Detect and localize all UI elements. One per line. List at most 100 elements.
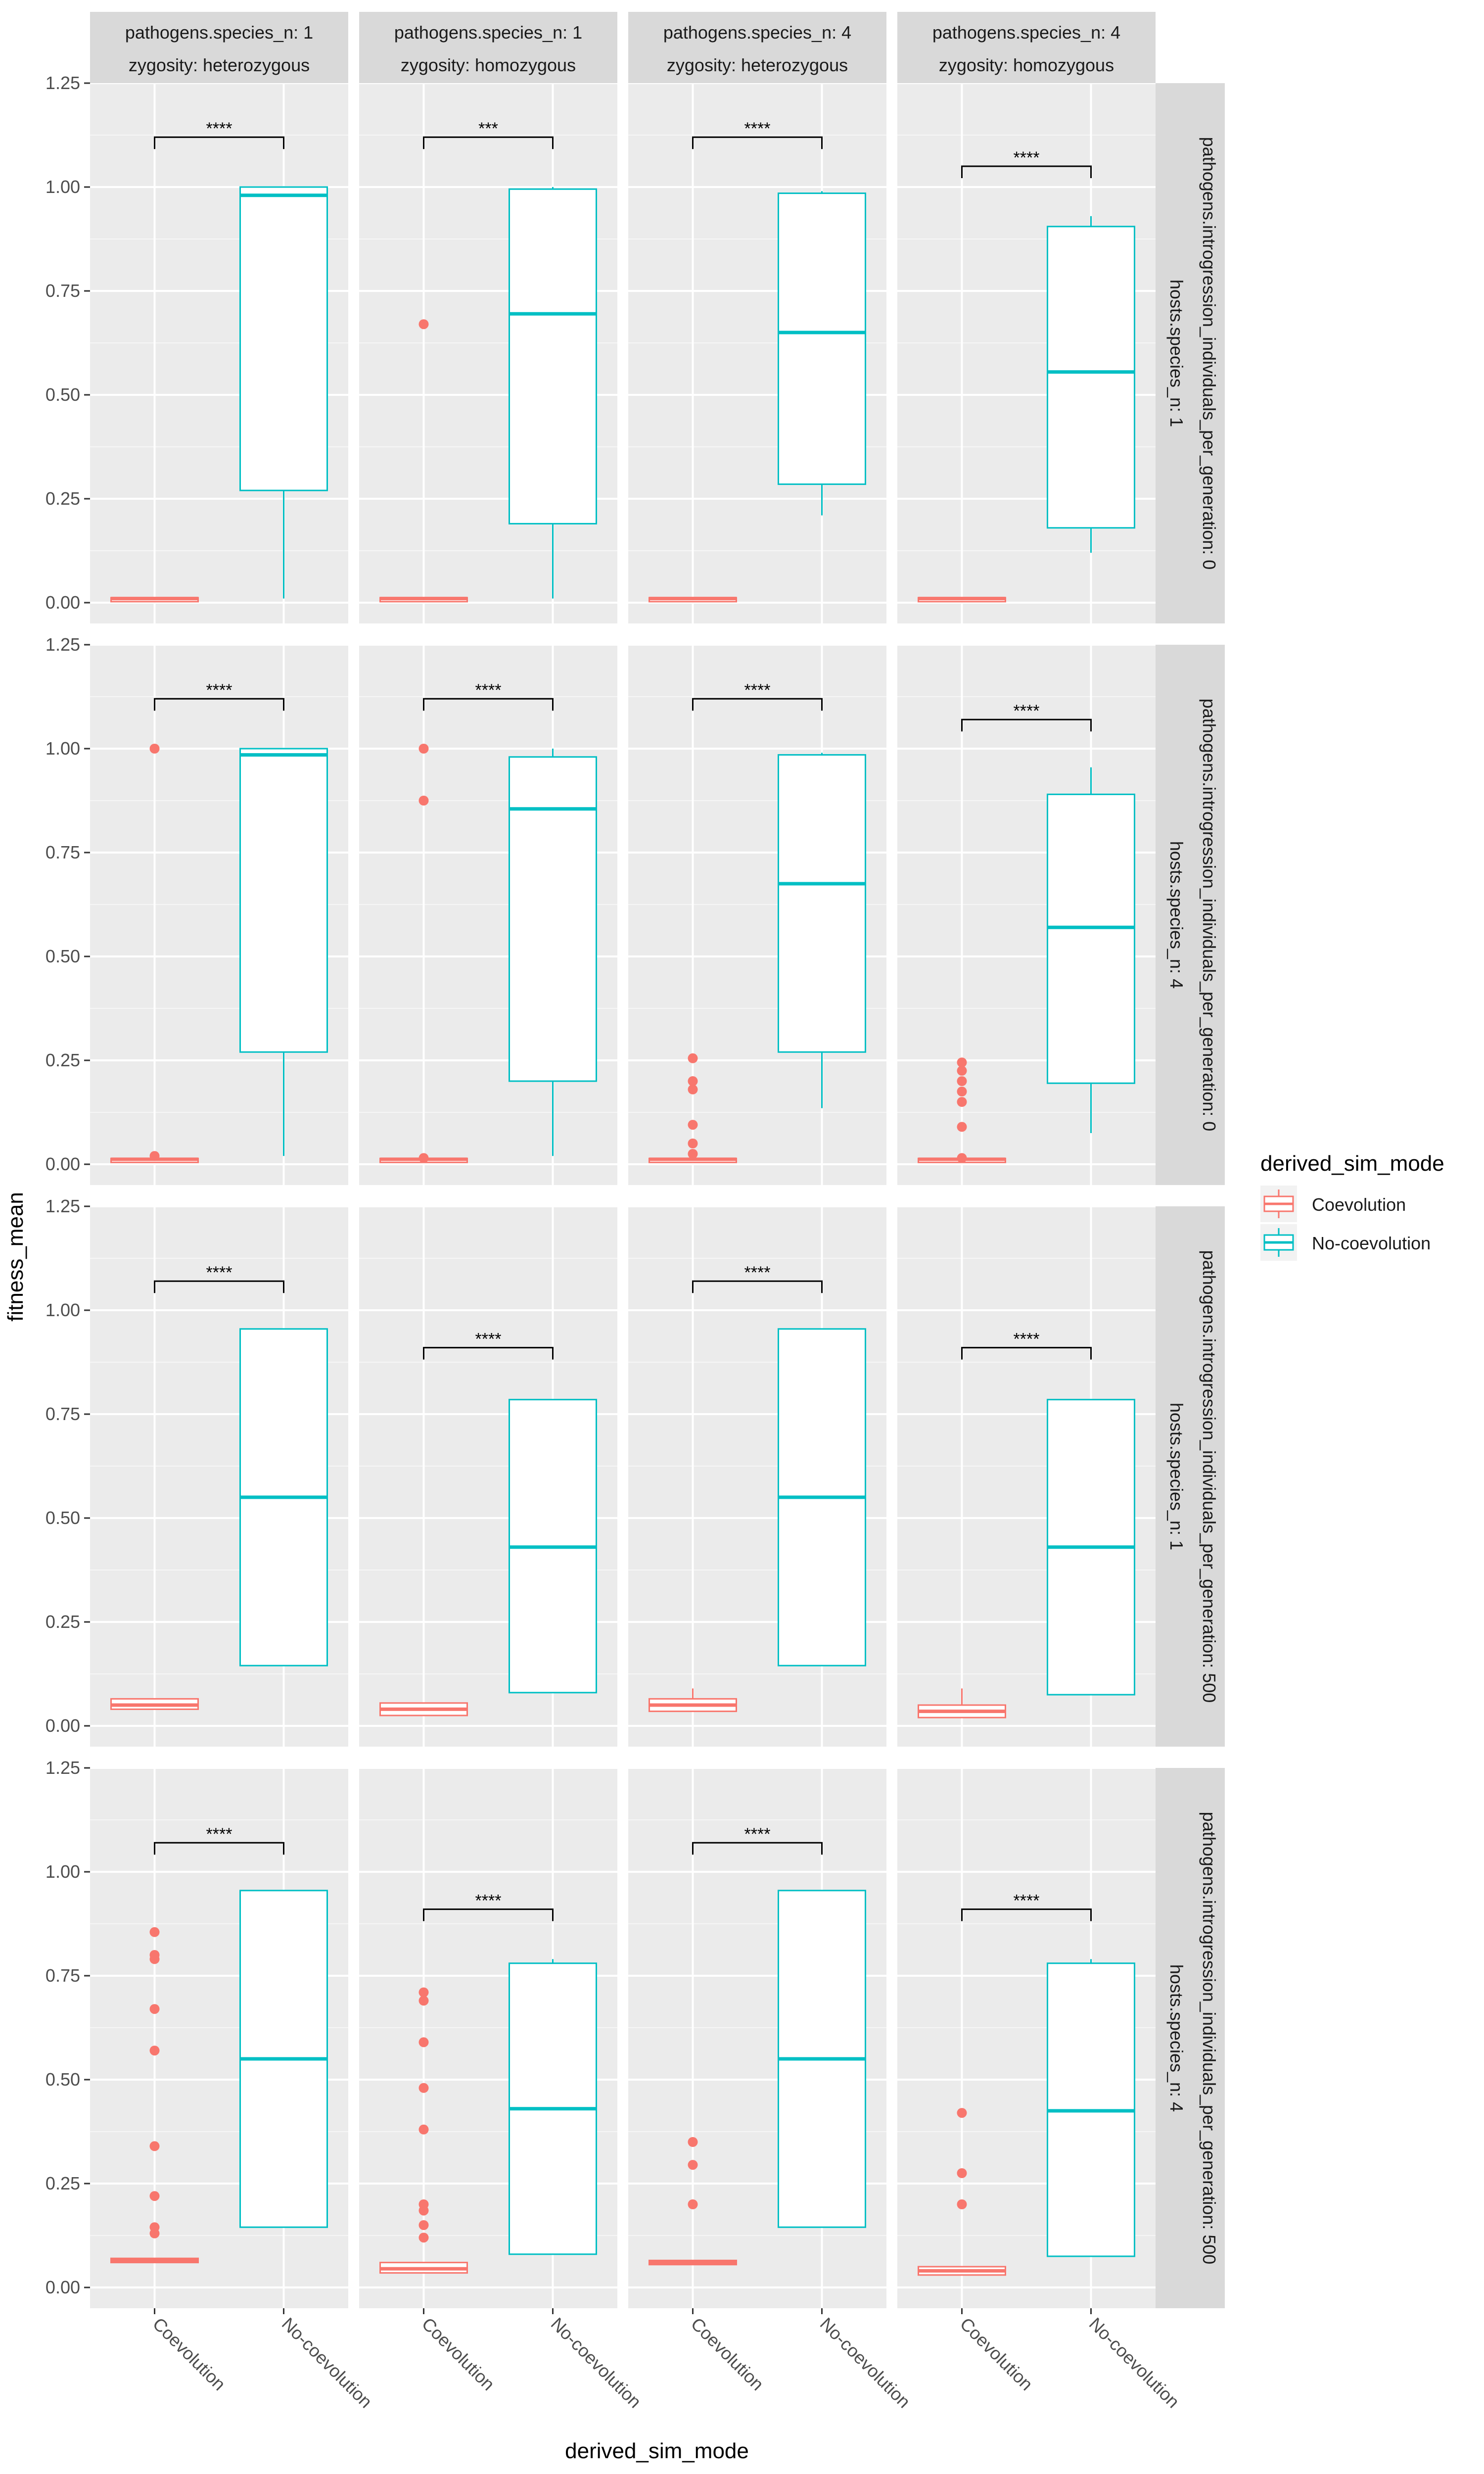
outlier-point-coevolution bbox=[418, 2124, 429, 2135]
outlier-point-coevolution bbox=[688, 1149, 698, 1159]
outlier-point-coevolution bbox=[149, 2191, 160, 2201]
column-strip-bg bbox=[359, 12, 617, 83]
facet-panel: **** bbox=[90, 82, 348, 623]
y-axis-title: fitness_mean bbox=[3, 1192, 28, 1322]
significance-bracket bbox=[692, 1842, 823, 1855]
box-no-coevolution bbox=[239, 748, 328, 1053]
y-tick-label: 1.25 bbox=[46, 1758, 80, 1778]
box-no-coevolution bbox=[778, 754, 866, 1053]
outlier-point-coevolution bbox=[149, 744, 160, 754]
row-strip-label: hosts.species_n: 1 bbox=[1166, 280, 1187, 427]
significance-label: **** bbox=[475, 1330, 502, 1349]
y-tick-label: 1.25 bbox=[46, 1196, 80, 1216]
row-strip-label: pathogens.introgression_individuals_per_… bbox=[1199, 1250, 1219, 1703]
row-strip-label: hosts.species_n: 1 bbox=[1166, 1403, 1187, 1550]
significance-bracket bbox=[154, 136, 284, 149]
facet-panel: **** bbox=[897, 82, 1156, 623]
outlier-point-coevolution bbox=[688, 2199, 698, 2209]
column-strip-label: zygosity: homozygous bbox=[939, 55, 1114, 75]
y-tick-label: 0.25 bbox=[46, 1050, 80, 1070]
y-tick-label: 0.25 bbox=[46, 2173, 80, 2193]
column-strip-label: pathogens.species_n: 4 bbox=[663, 22, 851, 43]
y-tick-label: 0.50 bbox=[46, 384, 80, 405]
outlier-point-coevolution bbox=[418, 2220, 429, 2230]
outlier-point-coevolution bbox=[688, 1053, 698, 1063]
legend-label-coevolution: Coevolution bbox=[1312, 1194, 1406, 1215]
row-strip-bg bbox=[1156, 1206, 1225, 1747]
facet-panel: **** bbox=[359, 1767, 617, 2308]
outlier-point-coevolution bbox=[149, 1151, 160, 1161]
facet-panel: **** bbox=[628, 82, 886, 623]
y-tick-label: 0.50 bbox=[46, 946, 80, 966]
row-strip-label: pathogens.introgression_individuals_per_… bbox=[1199, 137, 1219, 570]
outlier-point-coevolution bbox=[418, 2205, 429, 2216]
facet-panel: **** bbox=[90, 1205, 348, 1747]
significance-label: **** bbox=[1014, 1892, 1040, 1910]
column-strip-label: pathogens.species_n: 4 bbox=[932, 22, 1120, 43]
outlier-point-coevolution bbox=[418, 796, 429, 806]
y-tick-label: 1.00 bbox=[46, 738, 80, 759]
outlier-point-coevolution bbox=[688, 1084, 698, 1094]
facet-strips: pathogens.species_n: 1 zygosity: heterozy… bbox=[90, 12, 1225, 2308]
facet-panel: **** bbox=[897, 644, 1156, 1185]
box-no-coevolution bbox=[509, 756, 597, 1082]
significance-label: **** bbox=[206, 1263, 232, 1282]
row-strip-bg bbox=[1156, 83, 1225, 623]
row-strip-bg bbox=[1156, 1768, 1225, 2308]
outlier-point-coevolution bbox=[688, 1076, 698, 1086]
significance-label: **** bbox=[1014, 702, 1040, 720]
facet-panel: **** bbox=[628, 1205, 886, 1747]
outlier-point-coevolution bbox=[418, 744, 429, 754]
outlier-point-coevolution bbox=[957, 2108, 967, 2118]
significance-bracket bbox=[961, 165, 1092, 178]
y-tick-label: 0.75 bbox=[46, 1404, 80, 1424]
box-no-coevolution bbox=[239, 186, 328, 491]
facet-panel: **** bbox=[897, 1767, 1156, 2308]
facet-panel: **** bbox=[90, 644, 348, 1185]
row-strip-bg bbox=[1156, 645, 1225, 1185]
facet-panel: **** bbox=[359, 1205, 617, 1747]
facet-panel: **** bbox=[897, 1205, 1156, 1747]
y-tick-label: 0.25 bbox=[46, 488, 80, 509]
legend: derived_sim_mode Coevolution No-coevolut… bbox=[1260, 1151, 1444, 1261]
outlier-point-coevolution bbox=[957, 1057, 967, 1068]
legend-label-no-coevolution: No-coevolution bbox=[1312, 1233, 1431, 1253]
column-strip-label: zygosity: homozygous bbox=[401, 55, 576, 75]
outlier-point-coevolution bbox=[957, 2199, 967, 2209]
significance-bracket bbox=[423, 1908, 554, 1921]
outlier-point-coevolution bbox=[149, 2046, 160, 2056]
box-no-coevolution bbox=[1047, 793, 1135, 1084]
column-strip-label: pathogens.species_n: 1 bbox=[394, 22, 582, 43]
significance-bracket bbox=[961, 1908, 1092, 1921]
y-tick-label: 1.25 bbox=[46, 73, 80, 93]
outlier-point-coevolution bbox=[688, 2137, 698, 2147]
y-tick-label: 0.50 bbox=[46, 2069, 80, 2090]
outlier-point-coevolution bbox=[957, 1087, 967, 1096]
y-tick-label: 0.75 bbox=[46, 281, 80, 301]
significance-bracket bbox=[692, 1280, 823, 1293]
row-strip-label: pathogens.introgression_individuals_per_… bbox=[1199, 1812, 1219, 2265]
outlier-point-coevolution bbox=[149, 2228, 160, 2238]
facet-panels: **** *** ************ **** *****************… bbox=[90, 82, 1156, 2308]
significance-bracket bbox=[423, 136, 554, 149]
significance-bracket bbox=[961, 718, 1092, 732]
row-strip-label: pathogens.introgression_individuals_per_… bbox=[1199, 699, 1219, 1132]
significance-bracket bbox=[154, 1280, 284, 1293]
outlier-point-coevolution bbox=[418, 319, 429, 330]
outlier-point-coevolution bbox=[149, 1954, 160, 1964]
y-tick-label: 0.00 bbox=[46, 1154, 80, 1174]
outlier-point-coevolution bbox=[149, 1927, 160, 1937]
y-tick-label: 0.75 bbox=[46, 842, 80, 862]
significance-label: **** bbox=[206, 1825, 232, 1844]
significance-bracket bbox=[423, 698, 554, 711]
facet-panel: **** bbox=[90, 1767, 348, 2308]
legend-title: derived_sim_mode bbox=[1260, 1151, 1444, 1176]
significance-label: **** bbox=[475, 1892, 502, 1910]
facet-panel: *** bbox=[359, 82, 617, 623]
significance-label: **** bbox=[744, 681, 771, 700]
y-tick-label: 0.50 bbox=[46, 1508, 80, 1528]
significance-label: **** bbox=[1014, 1330, 1040, 1349]
outlier-point-coevolution bbox=[957, 1066, 967, 1076]
y-tick-label: 0.00 bbox=[46, 1715, 80, 1736]
